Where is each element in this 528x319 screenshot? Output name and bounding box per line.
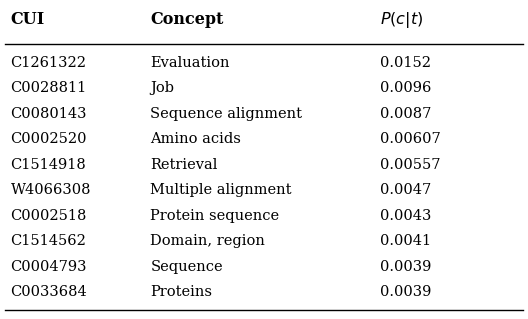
Text: W4066308: W4066308 bbox=[11, 183, 91, 197]
Text: 0.00557: 0.00557 bbox=[380, 158, 441, 172]
Text: 0.0047: 0.0047 bbox=[380, 183, 431, 197]
Text: C1514918: C1514918 bbox=[11, 158, 86, 172]
Text: C0002520: C0002520 bbox=[11, 132, 87, 146]
Text: $P(c|t)$: $P(c|t)$ bbox=[380, 10, 423, 30]
Text: C0004793: C0004793 bbox=[11, 260, 87, 274]
Text: Amino acids: Amino acids bbox=[150, 132, 241, 146]
Text: Evaluation: Evaluation bbox=[150, 56, 230, 70]
Text: C1514562: C1514562 bbox=[11, 234, 87, 248]
Text: Job: Job bbox=[150, 81, 174, 95]
Text: CUI: CUI bbox=[11, 11, 45, 28]
Text: 0.0096: 0.0096 bbox=[380, 81, 431, 95]
Text: Sequence alignment: Sequence alignment bbox=[150, 107, 303, 121]
Text: Proteins: Proteins bbox=[150, 285, 212, 299]
Text: 0.0087: 0.0087 bbox=[380, 107, 431, 121]
Text: C1261322: C1261322 bbox=[11, 56, 87, 70]
Text: C0080143: C0080143 bbox=[11, 107, 87, 121]
Text: Multiple alignment: Multiple alignment bbox=[150, 183, 292, 197]
Text: C0002518: C0002518 bbox=[11, 209, 87, 223]
Text: 0.00607: 0.00607 bbox=[380, 132, 441, 146]
Text: C0033684: C0033684 bbox=[11, 285, 87, 299]
Text: 0.0039: 0.0039 bbox=[380, 260, 431, 274]
Text: Protein sequence: Protein sequence bbox=[150, 209, 280, 223]
Text: 0.0043: 0.0043 bbox=[380, 209, 431, 223]
Text: 0.0039: 0.0039 bbox=[380, 285, 431, 299]
Text: Domain, region: Domain, region bbox=[150, 234, 266, 248]
Text: Sequence: Sequence bbox=[150, 260, 223, 274]
Text: Concept: Concept bbox=[150, 11, 224, 28]
Text: C0028811: C0028811 bbox=[11, 81, 87, 95]
Text: 0.0041: 0.0041 bbox=[380, 234, 431, 248]
Text: 0.0152: 0.0152 bbox=[380, 56, 431, 70]
Text: Retrieval: Retrieval bbox=[150, 158, 218, 172]
